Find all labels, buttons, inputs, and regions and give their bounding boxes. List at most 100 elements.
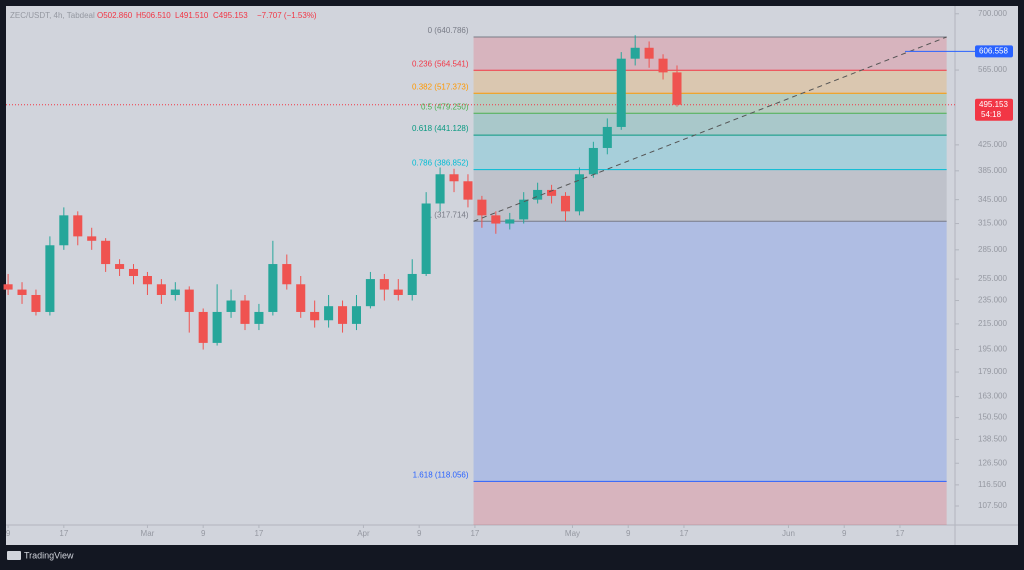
- y-tick-label: 315.000: [978, 219, 1007, 228]
- fib-zone: [473, 70, 947, 94]
- candle-body: [156, 284, 166, 295]
- candle-body: [240, 300, 250, 324]
- x-tick-label: May: [565, 529, 580, 538]
- brand[interactable]: TradingView: [24, 550, 74, 560]
- candle-body: [73, 215, 83, 237]
- ohlc-low: L491.510: [175, 11, 209, 20]
- countdown: 54:18: [981, 110, 1002, 119]
- y-tick-label: 285.000: [978, 245, 1007, 254]
- candle-body: [505, 219, 515, 224]
- logo: [7, 551, 21, 560]
- footer[interactable]: TradingView: [7, 550, 74, 560]
- candle-body: [449, 174, 459, 182]
- candle-body: [463, 181, 473, 200]
- candle-body: [226, 300, 236, 312]
- candle-body: [547, 189, 557, 196]
- x-tick-label: 17: [470, 529, 479, 538]
- ohlc-change: −7.707 (−1.53%): [257, 11, 317, 20]
- candle-body: [658, 58, 668, 73]
- candle-body: [379, 279, 389, 290]
- ohlc-high: H506.510: [136, 11, 171, 20]
- fib-label: 0.786 (386.852): [412, 159, 469, 168]
- y-tick-label: 163.000: [978, 392, 1007, 401]
- x-tick-label: 9: [626, 529, 631, 538]
- fib-label: 0.382 (517.373): [412, 82, 469, 91]
- candle-body: [31, 294, 41, 312]
- candle-body: [644, 47, 654, 59]
- x-tick-label: 17: [680, 529, 689, 538]
- y-tick-label: 385.000: [978, 166, 1007, 175]
- fib-zone: [473, 113, 947, 136]
- candle-body: [101, 240, 111, 265]
- fib-label: 1.618 (118.056): [413, 471, 469, 480]
- candle-body: [491, 215, 501, 224]
- candle-body: [87, 236, 97, 241]
- candle-body: [296, 284, 306, 312]
- fib-label: 1 (317.714): [428, 210, 469, 219]
- candle-body: [588, 147, 598, 175]
- fib-label: 0.5 (479.250): [421, 102, 469, 111]
- y-tick-label: 179.000: [978, 367, 1007, 376]
- candle-body: [3, 284, 13, 290]
- y-tick-label: 195.000: [978, 345, 1007, 354]
- candle-body: [393, 289, 403, 295]
- x-tick-label: 9: [6, 529, 11, 538]
- y-tick-label: 255.000: [978, 274, 1007, 283]
- candle-body: [115, 264, 125, 269]
- candle-body: [128, 268, 139, 276]
- y-tick-label: 425.000: [978, 140, 1007, 149]
- y-tick-label: 345.000: [978, 195, 1007, 204]
- x-tick-label: 9: [417, 529, 422, 538]
- fib-zone: [473, 135, 947, 170]
- x-tick-label: Apr: [357, 529, 370, 538]
- y-tick-label: 700.000: [978, 9, 1007, 18]
- y-tick-label: 215.000: [978, 319, 1007, 328]
- x-tick-label: Jun: [782, 529, 795, 538]
- y-tick-label: 150.500: [978, 413, 1007, 422]
- fib-zone: [473, 169, 947, 222]
- candle-body: [268, 264, 278, 312]
- fib-label: 0.236 (564.541): [412, 59, 469, 68]
- fib-zone: [473, 36, 947, 71]
- candle-body: [184, 289, 194, 312]
- candle-body: [212, 311, 222, 343]
- y-tick-label: 126.500: [978, 458, 1007, 467]
- candle-body: [59, 215, 69, 246]
- x-tick-label: Mar: [141, 529, 155, 538]
- candle-body: [407, 273, 417, 295]
- y-tick-label: 138.500: [978, 435, 1007, 444]
- candle-body: [254, 311, 264, 324]
- candle-body: [351, 306, 362, 324]
- y-tick-label: 107.500: [978, 501, 1007, 510]
- candle-body: [324, 306, 334, 321]
- y-tick-label: 235.000: [978, 296, 1007, 305]
- last-price-label: 495.153: [979, 100, 1008, 109]
- candle-body: [630, 47, 640, 59]
- symbol: ZEC/USDT, 4h, Tabdeal: [10, 11, 95, 20]
- last-price-tag: [975, 98, 1013, 121]
- candle-body: [477, 199, 487, 216]
- ohlc-close: C495.153: [213, 11, 248, 20]
- candle-body: [533, 189, 543, 200]
- alert-label: 606.558: [979, 47, 1008, 56]
- candle-body: [170, 289, 180, 295]
- fib-zone: [473, 221, 947, 482]
- header: ZEC/USDT, 4h, Tabdeal O502.860 H506.510 …: [10, 11, 317, 20]
- candle-body: [365, 279, 375, 307]
- x-tick-label: 9: [842, 529, 847, 538]
- plot: 0 (640.786) 0.236 (564.541) 0.382 (517.373…: [3, 26, 955, 525]
- fib-label: 0.618 (441.128): [412, 124, 469, 133]
- trend-line: [473, 36, 947, 222]
- x-tick-label: 9: [201, 529, 206, 538]
- ohlc-open: O502.860: [97, 11, 133, 20]
- alert-tag: [975, 45, 1013, 58]
- y-tick-label: 565.000: [978, 65, 1007, 74]
- fib-zone: [473, 93, 947, 114]
- candle-body: [435, 174, 445, 204]
- y-tick-label: 116.500: [978, 480, 1007, 489]
- candle-body: [519, 199, 529, 220]
- candle-body: [602, 126, 612, 148]
- candle-body: [45, 245, 55, 312]
